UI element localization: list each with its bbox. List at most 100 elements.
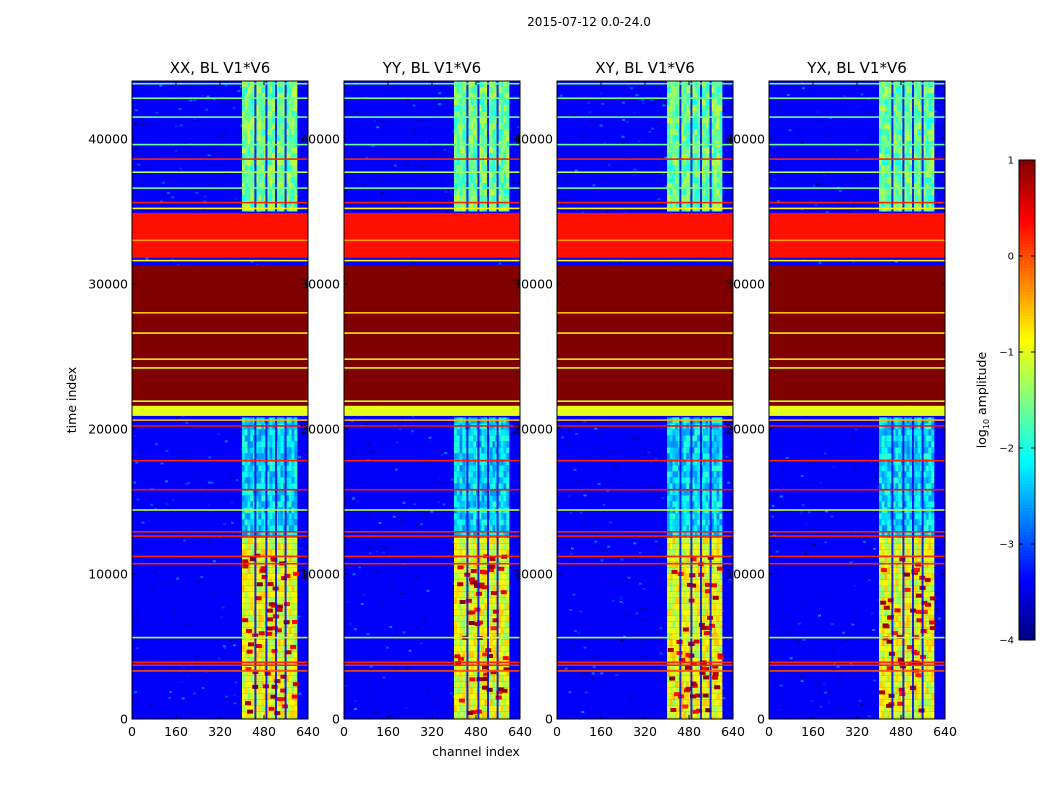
- flag-line: [344, 207, 520, 210]
- flag-line: [132, 664, 308, 666]
- y-tick-label: 0: [757, 712, 765, 727]
- y-tick-label: 10000: [88, 567, 128, 582]
- colorbar-label: log10 amplitude: [974, 351, 991, 448]
- x-tick-label: 0: [765, 724, 773, 739]
- flag-line: [769, 459, 945, 462]
- flag-line: [769, 636, 945, 639]
- flag-line: [132, 509, 308, 511]
- x-tick-label: 640: [508, 724, 532, 739]
- panel-xx: XX, BL V1*V6 0 160 320 480 640 0 10000 20000 3000…: [88, 59, 320, 739]
- flag-line: [344, 661, 520, 664]
- flag-line: [132, 562, 308, 565]
- flag-line: [557, 239, 733, 242]
- flag-line: [132, 367, 308, 369]
- flag-line: [344, 459, 520, 462]
- flag-line: [344, 400, 520, 402]
- flag-line: [344, 670, 520, 672]
- flag-line: [769, 400, 945, 402]
- flag-line: [557, 509, 733, 511]
- flag-line: [557, 358, 733, 360]
- flag-line: [557, 670, 733, 672]
- flag-line: [557, 259, 733, 262]
- flag-line: [344, 259, 520, 262]
- y-tick-label: 30000: [300, 277, 340, 292]
- y-tick-label: 40000: [88, 132, 128, 147]
- flag-line: [132, 332, 308, 334]
- x-tick-label: 160: [164, 724, 188, 739]
- y-tick-label: 40000: [725, 132, 765, 147]
- x-tick-label: 480: [889, 724, 913, 739]
- flagged-band: [557, 405, 733, 416]
- y-tick-label: 20000: [88, 422, 128, 437]
- x-tick-label: 0: [553, 724, 561, 739]
- panel-yx: YX, BL V1*V6 0 160 320 480 640 0 10000 20000 3000…: [725, 59, 957, 739]
- flag-line: [769, 116, 945, 118]
- flag-line: [769, 488, 945, 491]
- flag-line: [132, 312, 308, 314]
- y-tick-label: 10000: [300, 567, 340, 582]
- flag-line: [132, 425, 308, 427]
- flag-line: [132, 187, 308, 189]
- flag-line: [557, 488, 733, 491]
- flag-line: [132, 555, 308, 558]
- flag-line: [344, 419, 520, 421]
- flag-line: [769, 143, 945, 146]
- x-tick-label: 160: [589, 724, 613, 739]
- flag-line: [344, 97, 520, 99]
- flag-line: [557, 158, 733, 160]
- y-tick-label: 0: [332, 712, 340, 727]
- flag-line: [344, 509, 520, 511]
- flag-line: [557, 97, 733, 99]
- flag-line: [557, 116, 733, 118]
- flag-line: [557, 419, 733, 421]
- flag-line: [132, 143, 308, 146]
- x-tick-label: 640: [721, 724, 745, 739]
- flag-line: [769, 531, 945, 533]
- panel-title: XX, BL V1*V6: [170, 59, 271, 77]
- flag-line: [344, 535, 520, 537]
- flag-line: [557, 400, 733, 402]
- flag-line: [557, 555, 733, 558]
- flag-line: [769, 207, 945, 210]
- colorbar-tick-label: −4: [999, 636, 1014, 647]
- flag-line: [344, 367, 520, 369]
- flag-line: [132, 459, 308, 462]
- flag-line: [344, 143, 520, 146]
- flag-line: [557, 562, 733, 565]
- flag-line: [769, 425, 945, 427]
- y-tick-label: 10000: [725, 567, 765, 582]
- flagged-band: [557, 212, 733, 258]
- flag-line: [132, 207, 308, 210]
- panel-title: XY, BL V1*V6: [595, 59, 695, 77]
- flag-line: [769, 158, 945, 160]
- figure-suptitle: 2015-07-12 0.0-24.0: [527, 15, 651, 29]
- flag-line: [769, 664, 945, 666]
- flag-line: [132, 97, 308, 99]
- panel-title: YX, BL V1*V6: [806, 59, 907, 77]
- flag-line: [344, 171, 520, 173]
- y-tick-label: 20000: [725, 422, 765, 437]
- flag-line: [557, 535, 733, 537]
- flag-line: [557, 531, 733, 533]
- flag-line: [769, 661, 945, 664]
- x-tick-label: 0: [340, 724, 348, 739]
- flag-line: [344, 425, 520, 427]
- flag-line: [344, 187, 520, 189]
- flag-line: [132, 358, 308, 360]
- y-tick-label: 30000: [725, 277, 765, 292]
- flag-line: [557, 425, 733, 427]
- flagged-band: [344, 265, 520, 406]
- x-tick-label: 320: [420, 724, 444, 739]
- flag-line: [769, 259, 945, 262]
- flag-line: [769, 509, 945, 511]
- flag-line: [132, 201, 308, 204]
- flag-line: [132, 158, 308, 160]
- flag-line: [132, 419, 308, 421]
- flag-line: [132, 259, 308, 262]
- flag-line: [344, 158, 520, 160]
- y-tick-label: 30000: [88, 277, 128, 292]
- x-tick-label: 480: [677, 724, 701, 739]
- x-tick-label: 160: [376, 724, 400, 739]
- colorbar-tick-label: −3: [999, 540, 1014, 551]
- x-tick-label: 320: [208, 724, 232, 739]
